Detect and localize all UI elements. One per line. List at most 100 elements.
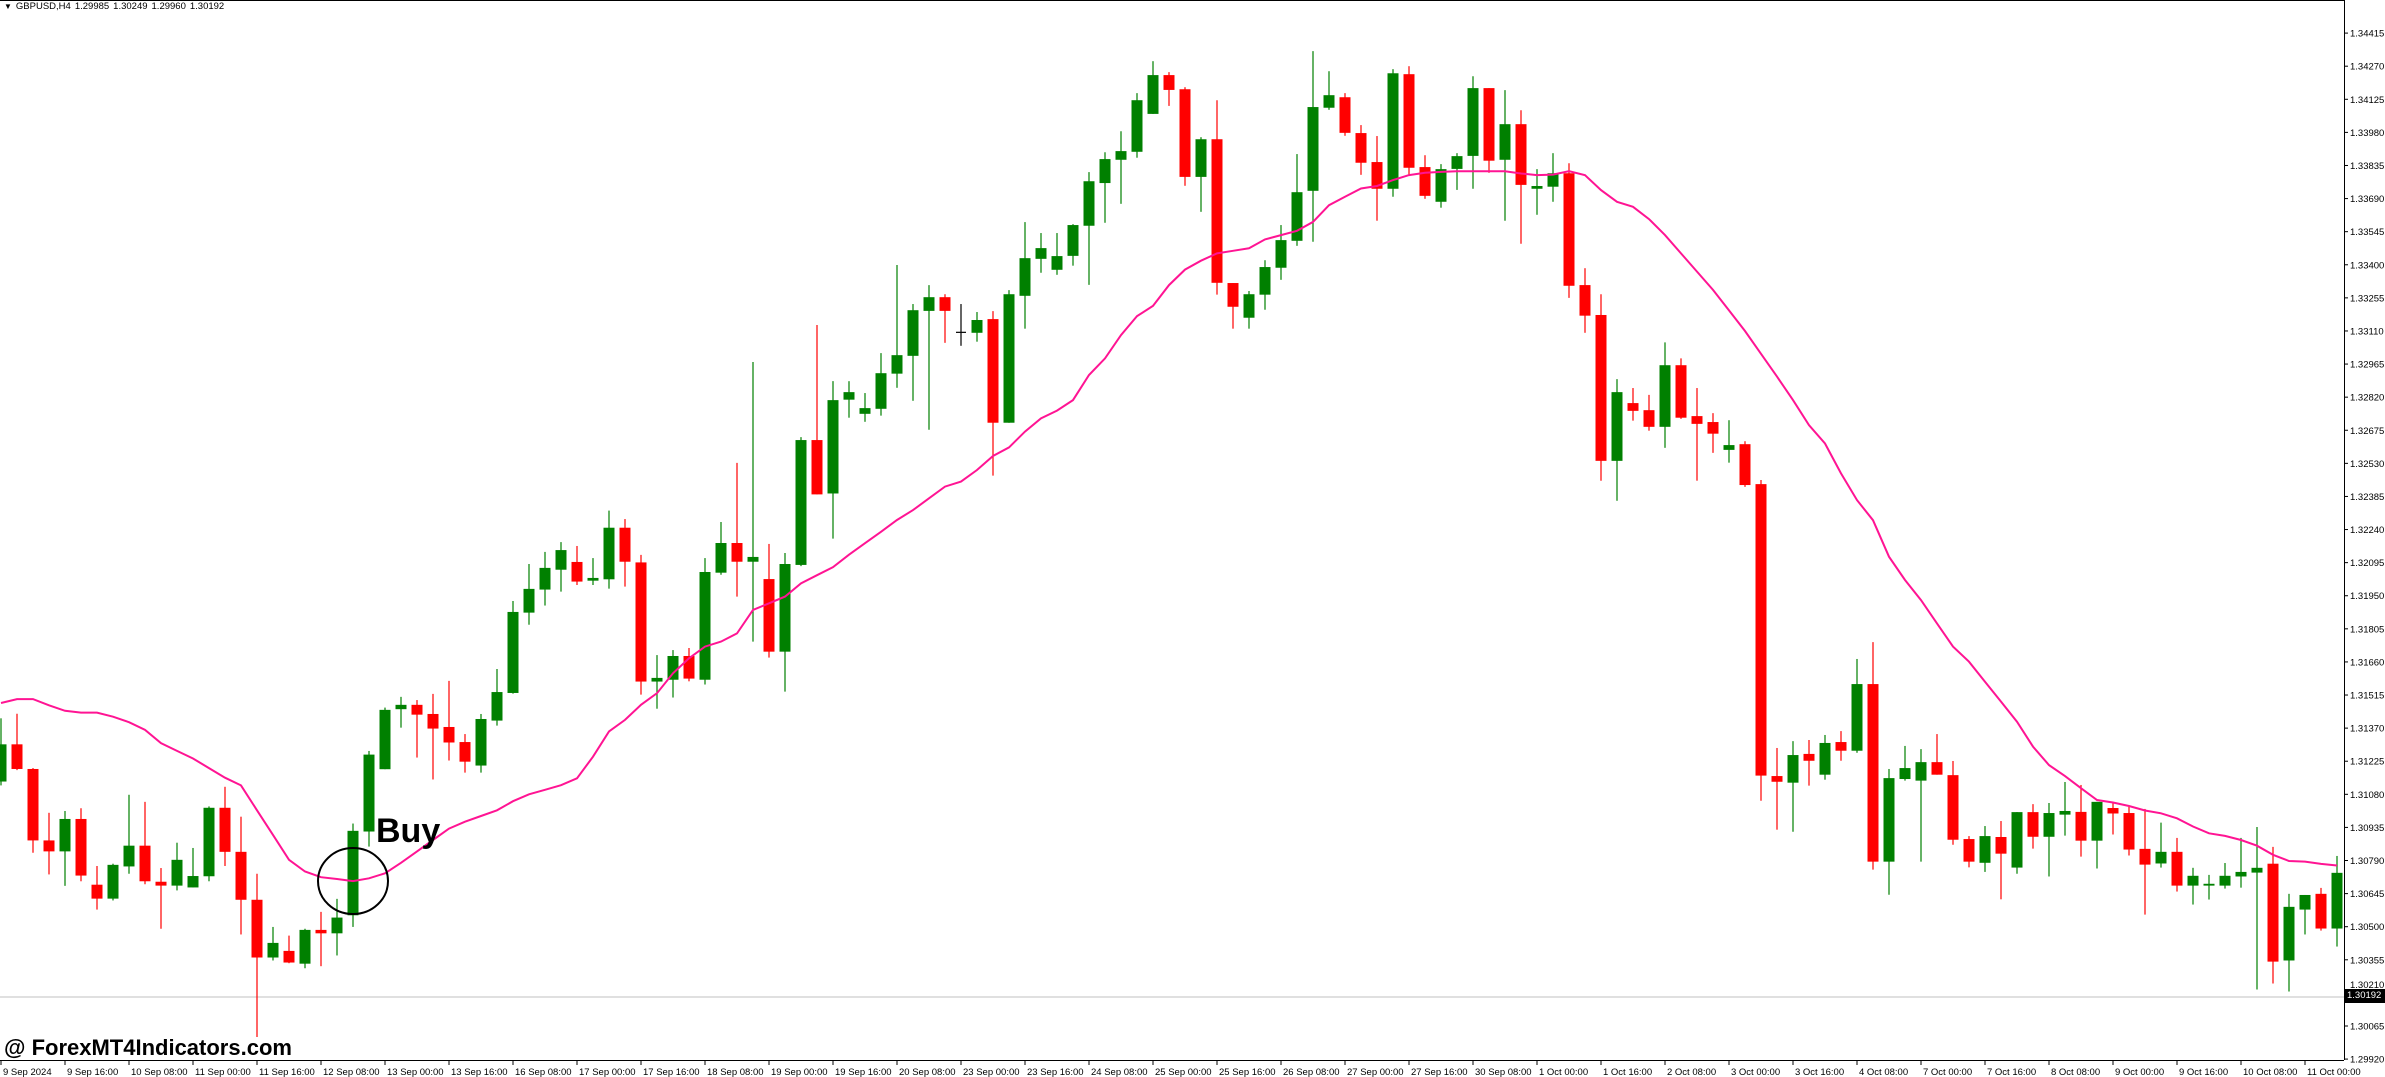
candle-body-bearish: [427, 713, 439, 729]
time-tick-label: 9 Oct 16:00: [2179, 1067, 2228, 1077]
candle-body-bearish: [1947, 775, 1959, 840]
time-tick-label: 12 Sep 08:00: [323, 1067, 380, 1077]
candle-body-bullish: [1499, 124, 1511, 160]
time-tick-label: 24 Sep 08:00: [1091, 1067, 1148, 1077]
symbol-timeframe: GBPUSD,H4: [15, 1, 71, 12]
chart-header: ▼ GBPUSD,H4 1.29985 1.30249 1.29960 1.30…: [4, 1, 224, 12]
candle-body-bullish: [475, 718, 487, 766]
candle-body-bullish: [827, 400, 839, 494]
candle-body-bearish: [763, 579, 775, 652]
candle-body-bearish: [811, 440, 823, 495]
price-tick-label: 1.34270: [2350, 62, 2384, 73]
candle-body-bullish: [2331, 872, 2343, 929]
time-tick-label: 13 Sep 00:00: [387, 1067, 444, 1077]
candle-body-bullish: [1051, 256, 1063, 270]
candle-body-bullish: [1723, 445, 1735, 450]
time-tick-label: 3 Oct 00:00: [1731, 1067, 1780, 1077]
price-tick-label: 1.32240: [2350, 525, 2384, 536]
candle-body-bullish: [267, 942, 279, 958]
candle-body-bearish: [1771, 776, 1783, 782]
price-tick-label: 1.32095: [2350, 558, 2384, 569]
buy-signal-circle: [317, 847, 389, 916]
candle-body-bullish: [363, 754, 375, 832]
time-tick-label: 2 Oct 08:00: [1667, 1067, 1716, 1077]
price-tick-label: 1.33980: [2350, 128, 2384, 139]
time-tick-label: 17 Sep 16:00: [643, 1067, 700, 1077]
candle-body-bullish: [2283, 906, 2295, 961]
price-tick-label: 1.32965: [2350, 360, 2384, 371]
candle-body-bearish: [1579, 285, 1591, 316]
candle-body-bearish: [1483, 88, 1495, 161]
candle-body-bullish: [1323, 95, 1335, 108]
time-tick-label: 25 Sep 00:00: [1155, 1067, 1212, 1077]
candle-body-bullish: [1883, 778, 1895, 862]
price-tick-label: 1.31225: [2350, 757, 2384, 768]
candle-body-bullish: [2187, 875, 2199, 886]
triangle-down-icon[interactable]: ▼: [4, 2, 12, 11]
time-tick-label: 16 Sep 08:00: [515, 1067, 572, 1077]
candle-body-bearish: [635, 562, 647, 682]
candle-body-bullish: [1915, 762, 1927, 781]
time-tick-label: 18 Sep 08:00: [707, 1067, 764, 1077]
price-tick-label: 1.33835: [2350, 161, 2384, 172]
candle-body-bearish: [411, 704, 423, 715]
candle-body-bearish: [1227, 283, 1239, 307]
candle-body-bullish: [1659, 365, 1671, 427]
candle-body-bullish: [379, 709, 391, 770]
candle-body-bearish: [1643, 410, 1655, 427]
price-tick-label: 1.32530: [2350, 459, 2384, 470]
candle-body-bearish: [1867, 684, 1879, 862]
candle-body-bearish: [1995, 836, 2007, 854]
price-tick-label: 1.32820: [2350, 393, 2384, 404]
buy-annotation-label: Buy: [376, 812, 441, 850]
time-tick-label: 11 Oct 00:00: [2307, 1067, 2361, 1077]
candle-body-bullish: [1611, 392, 1623, 461]
candle-body-bearish: [939, 297, 951, 311]
time-tick-label: 27 Sep 00:00: [1347, 1067, 1404, 1077]
time-tick-label: 20 Sep 08:00: [899, 1067, 956, 1077]
time-tick-label: 8 Oct 08:00: [2051, 1067, 2100, 1077]
price-tick-label: 1.33400: [2350, 260, 2384, 271]
candle-body-bullish: [1787, 755, 1799, 783]
current-price-label: 1.30192: [2345, 989, 2385, 1003]
candle-body-bearish: [75, 818, 87, 876]
candle-body-bullish: [2059, 810, 2071, 815]
candle-body-bearish: [571, 561, 583, 582]
candle-body-bullish: [859, 408, 871, 414]
candle-body-bullish: [699, 571, 711, 680]
price-tick-label: 1.30065: [2350, 1021, 2384, 1032]
candle-body-bullish: [923, 297, 935, 311]
candle-body-bullish: [1467, 88, 1479, 156]
candle-body-bullish: [1003, 294, 1015, 423]
candle-body-bullish: [667, 655, 679, 680]
candle-body-bearish: [2139, 848, 2151, 865]
candle-body-bearish: [1803, 753, 1815, 761]
candle-body-bullish: [1115, 151, 1127, 160]
header-low: 1.29960: [151, 1, 186, 12]
price-tick-label: 1.30645: [2350, 889, 2384, 900]
candle-body-bullish: [843, 392, 855, 400]
candle-body-bearish: [2315, 893, 2327, 929]
candle-body-bullish: [1035, 248, 1047, 259]
price-tick-label: 1.34415: [2350, 29, 2384, 40]
time-tick-label: 9 Oct 00:00: [2115, 1067, 2164, 1077]
candle-body-bullish: [2203, 883, 2215, 886]
time-tick-label: 23 Sep 00:00: [963, 1067, 1020, 1077]
price-tick-label: 1.33545: [2350, 227, 2384, 238]
candle-body-bullish: [1899, 768, 1911, 780]
candle-body-bullish: [555, 550, 567, 570]
price-tick-label: 1.30500: [2350, 922, 2384, 933]
candle-body-bullish: [1147, 75, 1159, 114]
candle-body-bearish: [1755, 484, 1767, 776]
candle-body-bullish: [299, 929, 311, 964]
candle-body-bullish: [0, 744, 7, 782]
candle-body-bullish: [395, 704, 407, 710]
time-tick-label: 25 Sep 16:00: [1219, 1067, 1276, 1077]
candle-body-bearish: [219, 807, 231, 852]
candle-body-bullish: [1819, 742, 1831, 775]
time-tick-label: 4 Oct 08:00: [1859, 1067, 1908, 1077]
candle-body-bullish: [2235, 871, 2247, 877]
candle-body-bearish: [731, 543, 743, 562]
candle-body-bearish: [27, 768, 39, 841]
